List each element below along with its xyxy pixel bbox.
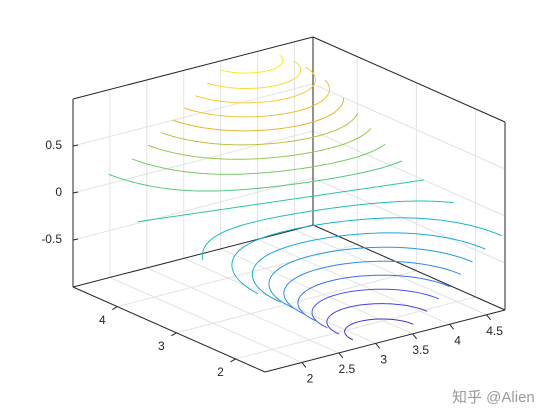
- contour-line: [161, 112, 358, 146]
- tick-mark: [72, 144, 79, 147]
- grid-line: [312, 130, 506, 217]
- grid-line: [235, 296, 476, 360]
- grid-line: [146, 267, 340, 354]
- z-tick-label: -0.5: [41, 232, 62, 246]
- contour-line: [326, 303, 428, 335]
- tick-mark: [72, 191, 79, 194]
- contour-line: [220, 54, 284, 74]
- contour-line: [131, 143, 386, 175]
- contour-line: [137, 179, 424, 223]
- tick-mark: [230, 358, 236, 363]
- contour-line: [251, 232, 486, 303]
- contour-line: [268, 246, 473, 309]
- contour-line: [183, 79, 331, 118]
- tick-mark: [112, 306, 118, 311]
- y-tick-label: 4: [99, 313, 106, 327]
- axis-edge: [312, 36, 506, 123]
- grid-line: [72, 130, 314, 194]
- tick-mark: [338, 352, 344, 359]
- contour-line: [283, 260, 462, 316]
- grid-line: [312, 177, 506, 264]
- z-tick-label: 0.5: [45, 138, 62, 152]
- grid-line: [109, 277, 303, 363]
- tick-mark: [72, 238, 79, 241]
- tick-mark: [486, 314, 491, 321]
- grid-line: [72, 177, 314, 241]
- tick-mark: [171, 332, 177, 337]
- contour-line: [311, 288, 440, 329]
- contour-line: [206, 60, 302, 89]
- z-tick-label: 0: [55, 185, 62, 199]
- grid-line: [312, 83, 506, 170]
- axis-edge: [72, 36, 314, 100]
- x-tick-label: 4.5: [486, 324, 503, 338]
- grid-line: [257, 238, 450, 325]
- y-tick-label: 3: [158, 339, 165, 353]
- axis-edge: [264, 309, 506, 373]
- y-tick-label: 2: [217, 365, 224, 379]
- grid-line: [294, 229, 487, 316]
- x-tick-label: 3: [380, 353, 387, 367]
- tick-mark: [375, 343, 381, 349]
- grid-line: [176, 270, 417, 334]
- watermark: 知乎 @Alien: [452, 389, 535, 406]
- contour-line: [108, 160, 403, 192]
- axis-edge: [72, 224, 314, 288]
- contours: [108, 54, 502, 341]
- tick-mark: [412, 333, 418, 340]
- grid-line: [72, 83, 314, 147]
- grid-line: [117, 244, 358, 308]
- contour-line: [231, 217, 502, 295]
- axes-box: 2 2.5 3 3.5 4 4.5 2 3 4 -0.5 0 0.5: [41, 36, 506, 386]
- tick-mark: [449, 323, 455, 330]
- contour-line: [201, 200, 454, 260]
- axis-edge: [312, 224, 506, 311]
- contour-line: [147, 128, 372, 160]
- x-tick-label: 3.5: [412, 343, 429, 357]
- x-tick-label: 4: [454, 333, 461, 347]
- grid-line: [220, 248, 413, 335]
- contour-line: [172, 97, 345, 132]
- x-tick-label: 2.5: [339, 362, 356, 376]
- tick-mark: [301, 362, 307, 368]
- contour-line: [297, 274, 451, 322]
- axis-edge: [72, 286, 266, 373]
- contour-line: [194, 66, 316, 104]
- x-tick-label: 2: [307, 372, 314, 386]
- contour-line: [344, 318, 414, 341]
